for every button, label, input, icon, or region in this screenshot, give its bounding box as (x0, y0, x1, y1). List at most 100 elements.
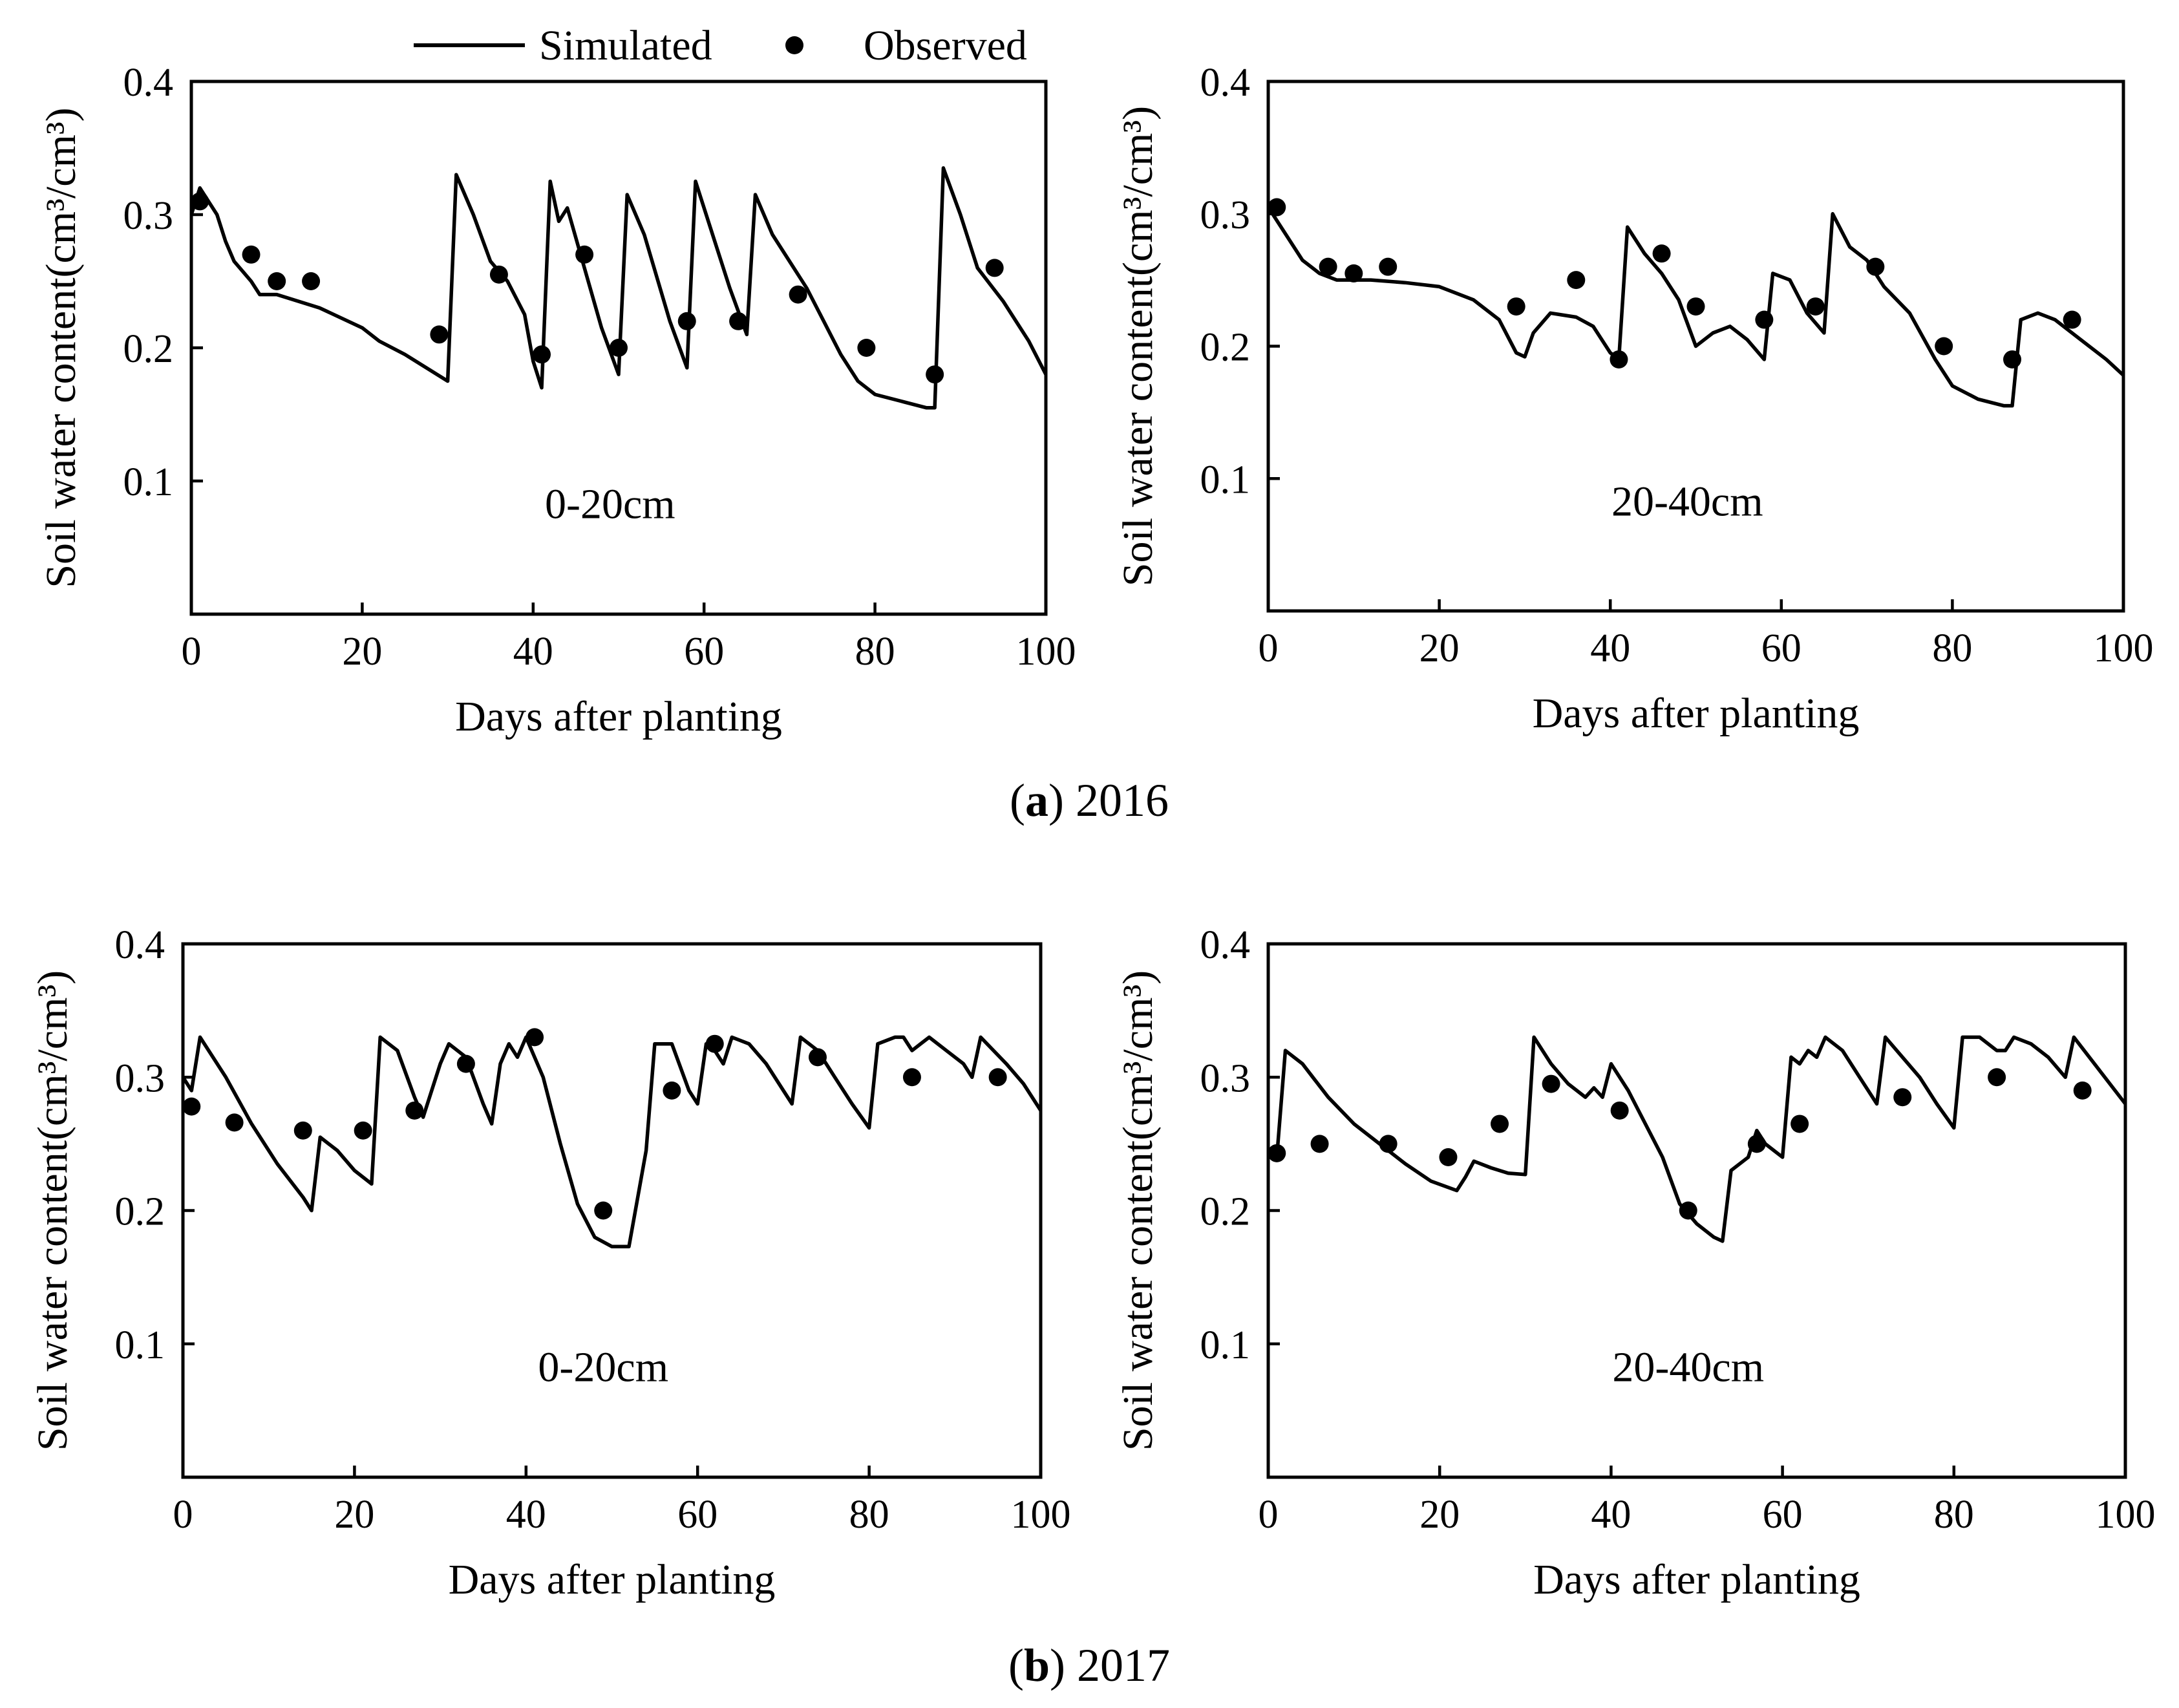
depth-label: 0-20cm (538, 1344, 668, 1391)
x-tick-label: 20 (1419, 1493, 1460, 1537)
observed-point (1310, 1135, 1329, 1153)
observed-point (677, 312, 696, 330)
y-tick-label: 0.2 (1200, 326, 1251, 370)
observed-point (1652, 244, 1671, 263)
observed-point (610, 339, 628, 357)
observed-point (902, 1068, 921, 1087)
observed-point (1935, 337, 1953, 356)
depth-label: 20-40cm (1612, 1344, 1764, 1391)
observed-point (2073, 1081, 2092, 1100)
observed-point (1567, 271, 1586, 290)
observed-point (1268, 198, 1286, 217)
observed-point (2003, 350, 2022, 368)
x-tick-label: 80 (1932, 626, 1972, 670)
x-axis-label: Days after planting (449, 1556, 776, 1603)
x-axis-label: Days after planting (1533, 690, 1860, 737)
observed-point (857, 339, 876, 357)
simulated-line (1266, 206, 2125, 408)
simulated-line (189, 166, 1048, 410)
x-tick-label: 0 (1259, 1493, 1279, 1537)
observed-point (430, 325, 449, 344)
y-tick-label: 0.4 (1200, 61, 1251, 105)
chart-panel-2: 0 20 40 60 80 100 0.1 0.2 0.3 0.4 Days after plant… (1114, 61, 2154, 737)
y-tick-label: 0.3 (115, 1056, 165, 1100)
observed-point (2063, 310, 2081, 329)
observed-point (225, 1113, 244, 1132)
y-tick-label: 0.4 (123, 61, 174, 105)
observed-point (1379, 1135, 1398, 1153)
legend-simulated-label: Simulated (539, 22, 712, 69)
depth-label: 20-40cm (1611, 478, 1763, 526)
observed-point (1686, 297, 1705, 316)
x-tick-label: 60 (1763, 1493, 1803, 1537)
observed-point (1988, 1068, 2006, 1087)
observed-point (705, 1034, 724, 1053)
x-tick-label: 80 (849, 1493, 889, 1537)
observed-point (533, 345, 551, 364)
y-tick-label: 0.3 (123, 194, 174, 238)
x-tick-label: 20 (1419, 626, 1460, 670)
observed-point (789, 285, 807, 304)
observed-point (1507, 297, 1525, 316)
observed-point (985, 259, 1004, 277)
observed-point (1345, 264, 1363, 283)
observed-point (302, 272, 321, 290)
y-tick-label: 0.2 (1200, 1190, 1251, 1234)
x-tick-label: 0 (1259, 626, 1279, 670)
observed-point (1806, 297, 1825, 316)
observed-point (1791, 1115, 1809, 1133)
observed-point (988, 1068, 1007, 1087)
observed-point (729, 312, 748, 330)
x-tick-label: 20 (334, 1493, 374, 1537)
y-axis-label: Soil water content(cm³/cm³) (29, 970, 76, 1451)
observed-point (1755, 310, 1774, 329)
observed-point (594, 1201, 613, 1220)
x-tick-label: 40 (1591, 1493, 1631, 1537)
x-tick-label: 60 (1761, 626, 1802, 670)
y-tick-label: 0.1 (123, 460, 174, 504)
observed-point (191, 192, 209, 211)
y-axis-label: Soil water content(cm³/cm³) (37, 107, 85, 588)
observed-point (1679, 1201, 1697, 1220)
y-tick-label: 0.1 (1200, 1323, 1251, 1367)
caption-2017: (b) 2017 (1008, 1639, 1170, 1691)
observed-point (526, 1028, 544, 1047)
legend: Simulated Observed (414, 22, 1027, 69)
y-tick-label: 0.3 (1200, 193, 1251, 237)
chart-panel-1: 0 20 40 60 80 100 0.1 0.2 0.3 0.4 Days after plant… (37, 61, 1076, 740)
y-axis-label: Soil water content(cm³/cm³) (1114, 106, 1162, 586)
x-tick-label: 100 (2094, 626, 2154, 670)
observed-point (1747, 1135, 1766, 1153)
legend-observed-marker (785, 36, 803, 54)
y-tick-label: 0.1 (115, 1323, 165, 1367)
observed-point (926, 365, 944, 384)
caption-2016: (a) 2016 (1010, 774, 1169, 826)
depth-label: 0-20cm (545, 481, 675, 528)
x-axis-label: Days after planting (455, 693, 782, 740)
x-tick-label: 80 (855, 630, 895, 674)
simulated-line (1267, 1035, 2127, 1243)
y-tick-label: 0.1 (1200, 458, 1251, 502)
x-tick-label: 60 (677, 1493, 717, 1537)
y-tick-label: 0.3 (1200, 1056, 1251, 1100)
observed-point (268, 272, 286, 290)
y-tick-label: 0.2 (115, 1190, 165, 1234)
x-tick-label: 20 (342, 630, 382, 674)
chart-panel-3: 0 20 40 60 80 100 0.1 0.2 0.3 0.4 Days after plant… (29, 923, 1071, 1603)
x-tick-label: 100 (1016, 630, 1076, 674)
observed-point (242, 245, 260, 264)
simulated-line (181, 1035, 1043, 1248)
x-axis-label: Days after planting (1533, 1556, 1860, 1603)
observed-point (1491, 1115, 1509, 1133)
observed-point (1610, 350, 1628, 368)
observed-point (1319, 257, 1337, 276)
observed-point (808, 1048, 827, 1067)
observed-point (575, 245, 594, 264)
observed-point (354, 1121, 372, 1140)
y-tick-label: 0.4 (115, 923, 165, 967)
observed-point (489, 265, 508, 284)
x-tick-label: 60 (684, 630, 724, 674)
x-tick-label: 40 (513, 630, 553, 674)
observed-point (1610, 1101, 1629, 1120)
